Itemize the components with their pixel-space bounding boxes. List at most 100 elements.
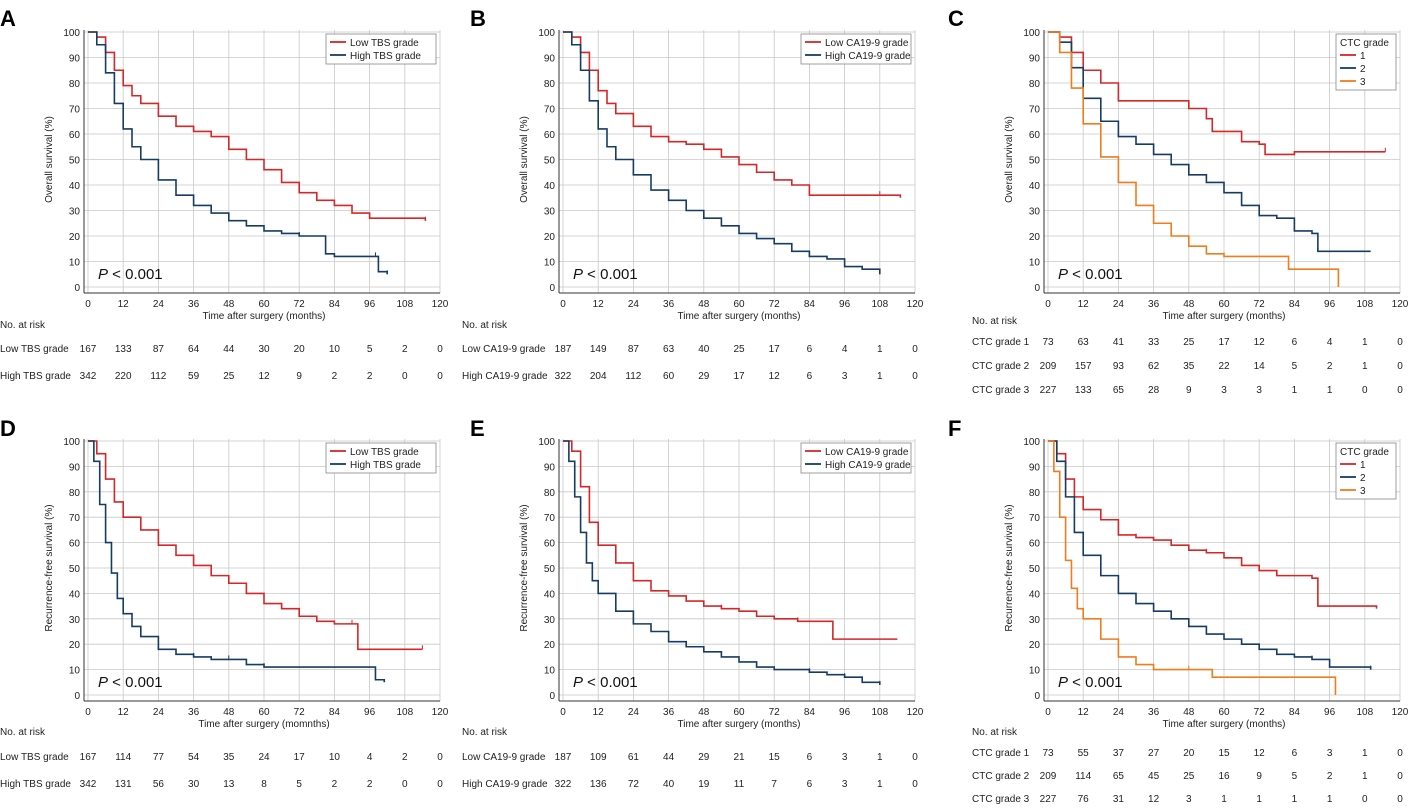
risk-value: 41 (1113, 337, 1125, 348)
curve-blue (1048, 440, 1372, 670)
x-tick-label: 12 (593, 707, 605, 718)
y-tick-label: 0 (549, 691, 555, 702)
legend-box (325, 33, 437, 65)
legend-entry: 2 (1360, 473, 1366, 484)
y-tick-label: 90 (69, 54, 81, 65)
x-tick-label: 96 (839, 299, 851, 310)
y-axis-label: Overall survival (%) (1004, 116, 1015, 203)
risk-row-label: High CA19-9 grade (462, 371, 548, 382)
risk-value: 0 (1362, 794, 1368, 805)
p-value-text: < 0.001 (583, 266, 638, 283)
risk-value: 342 (80, 779, 97, 790)
risk-row-label: CTC grade 1 (972, 748, 1030, 759)
p-value: P < 0.001 (98, 266, 163, 283)
y-tick-label: 40 (544, 181, 556, 192)
y-tick-label: 60 (1029, 130, 1041, 141)
x-tick-label: 36 (663, 707, 675, 718)
x-tick-label: 60 (1218, 707, 1230, 718)
x-tick-label: 60 (1218, 299, 1230, 310)
risk-value: 136 (590, 779, 607, 790)
risk-value: 13 (223, 779, 235, 790)
risk-value: 2 (367, 779, 373, 790)
risk-value: 114 (115, 752, 131, 763)
risk-value: 1 (1327, 385, 1333, 396)
y-tick-label: 20 (544, 232, 556, 243)
legend: CTC grade 1 2 3 (1335, 442, 1397, 500)
risk-value: 1 (1292, 385, 1298, 396)
risk-value: 0 (1362, 385, 1368, 396)
risk-value: 19 (698, 779, 710, 790)
risk-value: 4 (367, 752, 373, 763)
y-tick-label: 30 (544, 615, 556, 626)
risk-value: 0 (1397, 771, 1403, 782)
risk-value: 9 (1256, 771, 1262, 782)
risk-value: 0 (437, 371, 443, 382)
risk-value: 322 (555, 779, 572, 790)
risk-value: 6 (1292, 748, 1298, 759)
p-value-text: < 0.001 (583, 674, 638, 691)
risk-table-heading: No. at risk (462, 727, 508, 738)
risk-value: 1 (1362, 748, 1368, 759)
y-tick-label: 60 (544, 539, 556, 550)
legend: Low TBS grade High TBS grade (325, 33, 437, 65)
y-tick-label: 60 (544, 130, 556, 141)
p-value-text: < 0.001 (1068, 674, 1123, 691)
risk-row-label: Low TBS grade (0, 344, 69, 355)
y-tick-label: 90 (544, 462, 556, 473)
legend-entry: 3 (1360, 77, 1366, 88)
curve-red (1048, 31, 1386, 156)
x-tick-label: 0 (85, 707, 91, 718)
risk-value: 87 (153, 344, 165, 355)
risk-row-label: Low CA19-9 grade (462, 752, 546, 763)
risk-value: 187 (555, 752, 572, 763)
risk-value: 5 (296, 779, 302, 790)
risk-value: 1 (1362, 361, 1368, 372)
y-tick-label: 80 (544, 488, 556, 499)
risk-value: 0 (912, 371, 918, 382)
risk-value: 25 (733, 344, 745, 355)
x-tick-label: 24 (153, 299, 165, 310)
panel-label: A (0, 6, 16, 31)
y-tick-label: 0 (1034, 283, 1040, 294)
risk-value: 61 (628, 752, 640, 763)
risk-value: 55 (1078, 748, 1090, 759)
legend-entry: 1 (1360, 51, 1366, 62)
x-tick-label: 36 (188, 299, 200, 310)
x-tick-label: 60 (733, 707, 745, 718)
y-tick-label: 90 (544, 54, 556, 65)
risk-row-label: CTC grade 1 (972, 337, 1030, 348)
risk-value: 40 (698, 344, 710, 355)
risk-value: 1 (1362, 771, 1368, 782)
risk-value: 4 (1327, 337, 1333, 348)
risk-value: 6 (807, 752, 813, 763)
risk-value: 322 (555, 371, 572, 382)
y-tick-label: 70 (544, 105, 556, 116)
risk-value: 17 (769, 344, 781, 355)
risk-value: 2 (402, 344, 408, 355)
curve-blue (563, 31, 881, 275)
risk-value: 35 (223, 752, 235, 763)
y-tick-label: 0 (549, 283, 555, 294)
risk-value: 45 (1148, 771, 1160, 782)
y-axis-label: Overall survival (%) (44, 116, 55, 203)
x-tick-label: 84 (329, 299, 341, 310)
risk-row-label: Low TBS grade (0, 752, 69, 763)
x-tick-label: 48 (698, 299, 710, 310)
y-tick-label: 30 (1029, 615, 1041, 626)
y-tick-label: 60 (1029, 539, 1041, 550)
risk-row-label: CTC grade 2 (972, 361, 1030, 372)
risk-value: 54 (188, 752, 200, 763)
x-tick-label: 84 (804, 707, 816, 718)
risk-value: 21 (733, 752, 745, 763)
p-value-symbol: P (98, 674, 108, 691)
x-tick-label: 120 (907, 299, 924, 310)
risk-value: 0 (912, 779, 918, 790)
risk-value: 40 (663, 779, 675, 790)
x-tick-label: 48 (1183, 299, 1195, 310)
y-tick-label: 10 (544, 666, 556, 677)
risk-value: 2 (1327, 771, 1333, 782)
y-tick-label: 70 (69, 105, 81, 116)
legend-entry: High CA19-9 grade (825, 460, 911, 471)
